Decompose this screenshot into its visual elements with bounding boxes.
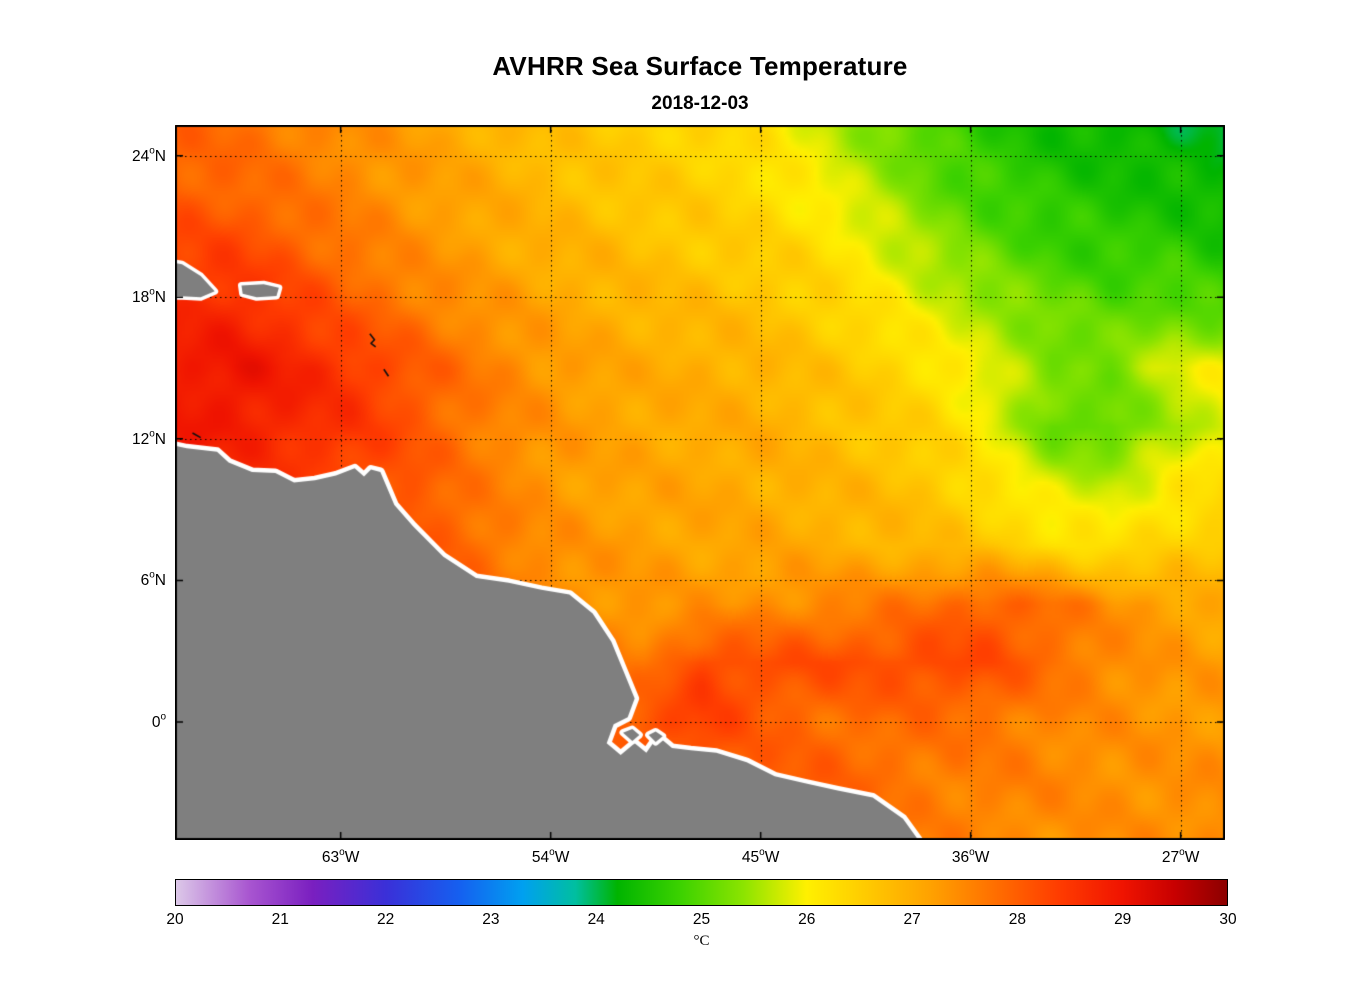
colorbar-tick-label: 20 [166, 911, 184, 928]
colorbar-tick-label: 21 [271, 911, 289, 928]
x-axis-tick-label: 27oW [1161, 847, 1200, 867]
y-axis-tick-label: 18oN [131, 286, 166, 307]
colorbar-tick-label: 28 [1008, 911, 1027, 928]
colorbar-tick-label: 24 [587, 911, 605, 928]
colorbar-tick-label: 25 [692, 911, 711, 928]
x-axis-tick-label: 63oW [321, 847, 360, 867]
colorbar-tick-label: 22 [376, 911, 395, 928]
chart-title: AVHRR Sea Surface Temperature [492, 51, 908, 81]
colorbar-tick-label: 26 [798, 911, 816, 928]
y-axis-tick-label: 0o [151, 711, 166, 731]
sst-heatmap-canvas [175, 125, 1225, 840]
colorbar-tick-label: 23 [482, 911, 500, 928]
y-axis-tick-label: 24oN [131, 145, 166, 165]
colorbar-unit-label: °C [693, 933, 710, 949]
x-axis-tick-label: 36oW [951, 847, 990, 867]
colorbar-gradient [175, 879, 1228, 906]
y-axis-tick-label: 6oN [140, 570, 166, 590]
colorbar-tick-label: 27 [903, 911, 921, 928]
x-axis-tick-label: 45oW [741, 847, 780, 867]
colorbar-tick-label: 29 [1114, 911, 1132, 928]
y-axis-tick-label: 12oN [131, 428, 166, 448]
colorbar-tick-label: 30 [1219, 911, 1237, 928]
colorbar-tick-labels: 20 21 22 23 24 25 26 27 28 29 30 [166, 911, 1236, 929]
chart-subtitle: 2018-12-03 [651, 93, 749, 114]
x-axis-tick-label: 54oW [531, 847, 570, 867]
